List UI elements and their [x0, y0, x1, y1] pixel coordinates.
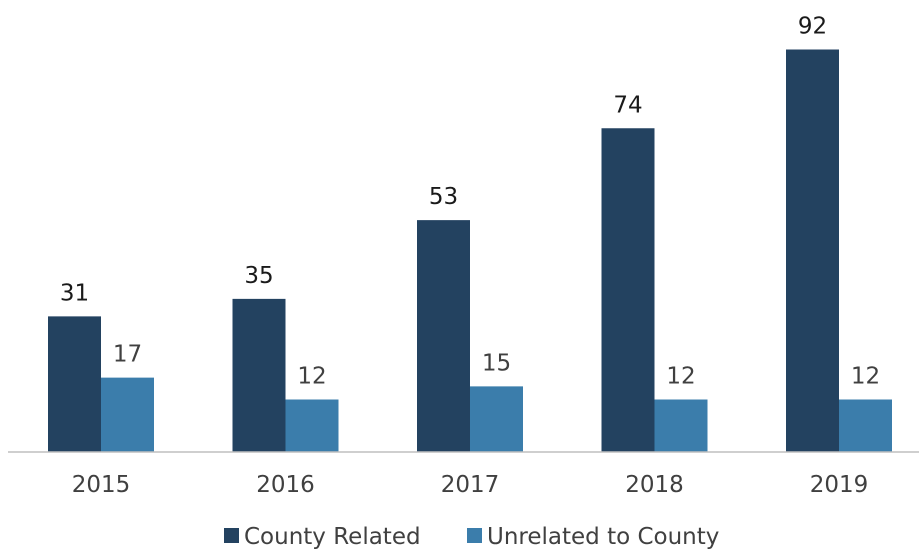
x-tick-label-2017: 2017 — [441, 472, 500, 498]
value-label-unrelated-to-county-2018: 12 — [666, 364, 695, 390]
x-tick-label-2015: 2015 — [72, 472, 131, 498]
x-tick-label-2016: 2016 — [256, 472, 315, 498]
bar-unrelated-to-county-2018 — [654, 399, 708, 452]
bars-group — [48, 49, 892, 452]
value-label-county-related-2016: 35 — [244, 263, 273, 289]
bar-unrelated-to-county-2019 — [839, 399, 892, 452]
bar-county-related-2015 — [48, 316, 101, 452]
bar-county-related-2019 — [786, 49, 839, 452]
legend-label-county-related: County Related — [244, 524, 421, 550]
bar-county-related-2016 — [232, 298, 286, 452]
bar-unrelated-to-county-2017 — [470, 386, 523, 452]
value-label-county-related-2019: 92 — [798, 14, 827, 40]
value-label-county-related-2018: 74 — [613, 92, 642, 118]
legend: County Related Unrelated to County — [224, 524, 719, 550]
x-tick-labels-group: 2015 2016 2017 2018 2019 — [72, 472, 869, 498]
value-label-unrelated-to-county-2017: 15 — [482, 350, 511, 376]
bar-county-related-2018 — [601, 128, 655, 452]
legend-swatch-county-related — [224, 528, 239, 543]
x-tick-label-2018: 2018 — [625, 472, 684, 498]
bar-county-related-2017 — [417, 220, 470, 452]
legend-swatch-unrelated-to-county — [467, 528, 482, 543]
bar-unrelated-to-county-2016 — [285, 399, 339, 452]
value-label-county-related-2015: 31 — [60, 280, 89, 306]
value-label-unrelated-to-county-2015: 17 — [113, 342, 142, 368]
legend-label-unrelated-to-county: Unrelated to County — [487, 524, 719, 550]
x-tick-label-2019: 2019 — [810, 472, 869, 498]
value-label-county-related-2017: 53 — [429, 184, 458, 210]
bar-unrelated-to-county-2015 — [101, 377, 154, 452]
value-label-unrelated-to-county-2016: 12 — [297, 364, 326, 390]
value-label-unrelated-to-county-2019: 12 — [851, 364, 880, 390]
value-labels-group: 31 17 35 12 53 15 74 12 92 12 — [60, 14, 880, 390]
